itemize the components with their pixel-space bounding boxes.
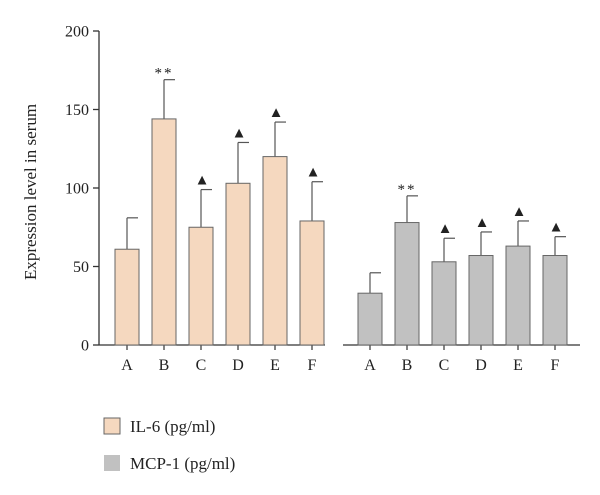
x-tick-label: C [196, 357, 207, 374]
significance-marker: ▲ [512, 204, 527, 220]
bars [114, 79, 568, 346]
y-tick-label: 150 [65, 102, 89, 119]
bar [114, 248, 140, 346]
bar [505, 245, 531, 346]
significance-marker: ▲ [306, 165, 321, 181]
significance-marker: ▲ [232, 125, 247, 141]
y-tick-label: 0 [81, 338, 89, 355]
bar [225, 182, 251, 346]
x-tick-label: E [513, 357, 523, 374]
y-tick-label: 50 [73, 259, 89, 276]
bar [468, 255, 494, 346]
legend: IL-6 (pg/ml) MCP-1 (pg/ml) [103, 417, 235, 473]
x-tick-label: D [475, 357, 487, 374]
x-tick-label: E [270, 357, 280, 374]
significance-marker: ▲ [195, 173, 210, 189]
significance-marker: ▲ [269, 105, 284, 121]
x-tick-label: D [232, 357, 244, 374]
x-tick-label: F [308, 357, 317, 374]
significance-marker: ▲ [475, 215, 490, 231]
significance-marker: ▲ [438, 221, 453, 237]
bar [188, 226, 214, 346]
bar [357, 292, 383, 346]
bar [394, 222, 420, 346]
x-tick-label: B [402, 357, 413, 374]
legend-swatch [103, 417, 121, 435]
bar [151, 118, 177, 346]
x-tick-label: C [439, 357, 450, 374]
legend-swatch [104, 455, 120, 471]
significance-marker: ▲ [549, 220, 564, 236]
x-tick-label: B [159, 357, 170, 374]
bar [299, 220, 325, 346]
x-tick-label: A [364, 357, 376, 374]
significance-marker: ** [155, 66, 174, 82]
legend-label: MCP-1 (pg/ml) [130, 454, 235, 473]
y-tick-label: 200 [65, 24, 89, 41]
x-tick-label: A [121, 357, 133, 374]
y-axis-label: Expression level in serum [21, 104, 40, 280]
bar [262, 156, 288, 346]
x-tick-label: F [551, 357, 560, 374]
significance-marker: ** [398, 182, 417, 198]
y-tick-label: 100 [65, 181, 89, 198]
bar [431, 261, 457, 346]
legend-label: IL-6 (pg/ml) [130, 417, 215, 436]
labels: Expression level in serum A B ** C ▲ D ▲ E ▲ F ▲ A B *… [21, 66, 563, 374]
bar [542, 255, 568, 346]
